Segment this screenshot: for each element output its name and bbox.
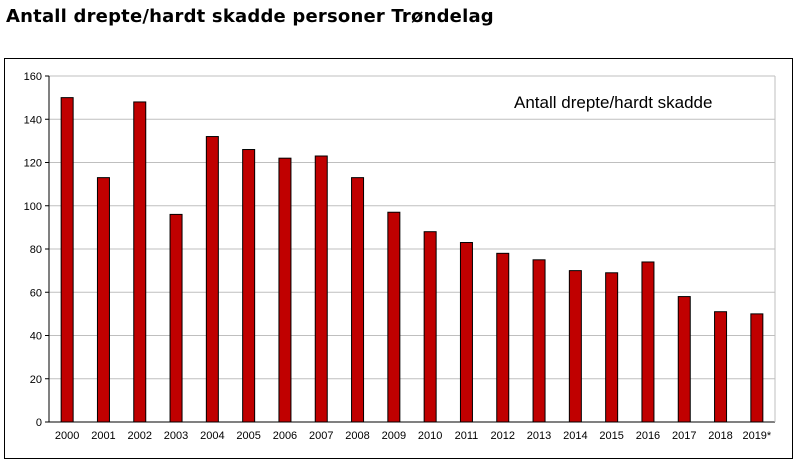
legend-series-label: Antall drepte/hardt skadde <box>514 93 712 112</box>
y-tick-label: 80 <box>30 244 42 256</box>
bar-2012 <box>496 252 510 423</box>
y-tick-label: 60 <box>30 287 42 299</box>
y-tick-label: 100 <box>24 201 42 213</box>
x-tick-label: 2003 <box>164 430 188 442</box>
x-tick-label: 2010 <box>418 430 442 442</box>
x-tick-label: 2005 <box>236 430 260 442</box>
bar-2007 <box>314 155 328 423</box>
y-tick-label: 120 <box>24 158 42 170</box>
bar-2013 <box>532 259 546 423</box>
x-tick-label: 2000 <box>55 430 79 442</box>
x-tick-label: 2012 <box>491 430 515 442</box>
y-tick-label: 160 <box>24 71 42 83</box>
x-tick-label: 2017 <box>672 430 696 442</box>
y-tick-label: 0 <box>36 417 42 429</box>
bar-2018 <box>714 311 728 423</box>
bars <box>60 97 764 423</box>
bar-2019 <box>750 313 764 423</box>
bar-2014 <box>568 270 582 423</box>
bar-chart: 0 20 40 60 80 100 120 140 160 2000 2001 2002 2003 200… <box>24 71 776 442</box>
x-tick-label: 2014 <box>563 430 587 442</box>
bar-2015 <box>605 272 619 423</box>
y-tick-label: 40 <box>30 331 42 343</box>
x-tick-label: 2018 <box>708 430 732 442</box>
bar-2004 <box>205 136 219 423</box>
y-tick-label: 20 <box>30 374 42 386</box>
x-tick-label: 2007 <box>309 430 333 442</box>
x-tick-label: 2001 <box>91 430 115 442</box>
bar-2016 <box>641 261 655 423</box>
tick-labels: 0 20 40 60 80 100 120 140 160 2000 2001 2002 2003 200… <box>24 71 772 442</box>
x-tick-label: 2002 <box>128 430 152 442</box>
bar-2010 <box>423 231 437 423</box>
y-tick-label: 140 <box>24 114 42 126</box>
bar-2006 <box>278 157 292 423</box>
bar-2008 <box>351 177 365 423</box>
x-tick-label: 2019* <box>742 430 771 442</box>
bar-2011 <box>459 242 473 423</box>
x-tick-label: 2011 <box>455 430 479 442</box>
x-tick-label: 2013 <box>527 430 551 442</box>
x-tick-label: 2016 <box>636 430 660 442</box>
chart-frame: 0 20 40 60 80 100 120 140 160 2000 2001 2002 2003 200… <box>4 58 793 459</box>
page-title: Antall drepte/hardt skadde personer Trøn… <box>6 6 494 27</box>
x-tick-label: 2004 <box>200 430 224 442</box>
bar-2002 <box>133 101 147 423</box>
bar-2001 <box>96 177 110 423</box>
bar-2000 <box>60 97 74 423</box>
x-tick-label: 2015 <box>599 430 623 442</box>
bar-2005 <box>242 149 256 423</box>
x-tick-label: 2006 <box>273 430 297 442</box>
x-tick-label: 2008 <box>345 430 369 442</box>
axes <box>45 75 776 423</box>
bar-2017 <box>677 296 691 423</box>
bar-2009 <box>387 211 401 423</box>
bar-2003 <box>169 213 183 423</box>
gridlines <box>49 75 775 380</box>
x-tick-label: 2009 <box>382 430 406 442</box>
